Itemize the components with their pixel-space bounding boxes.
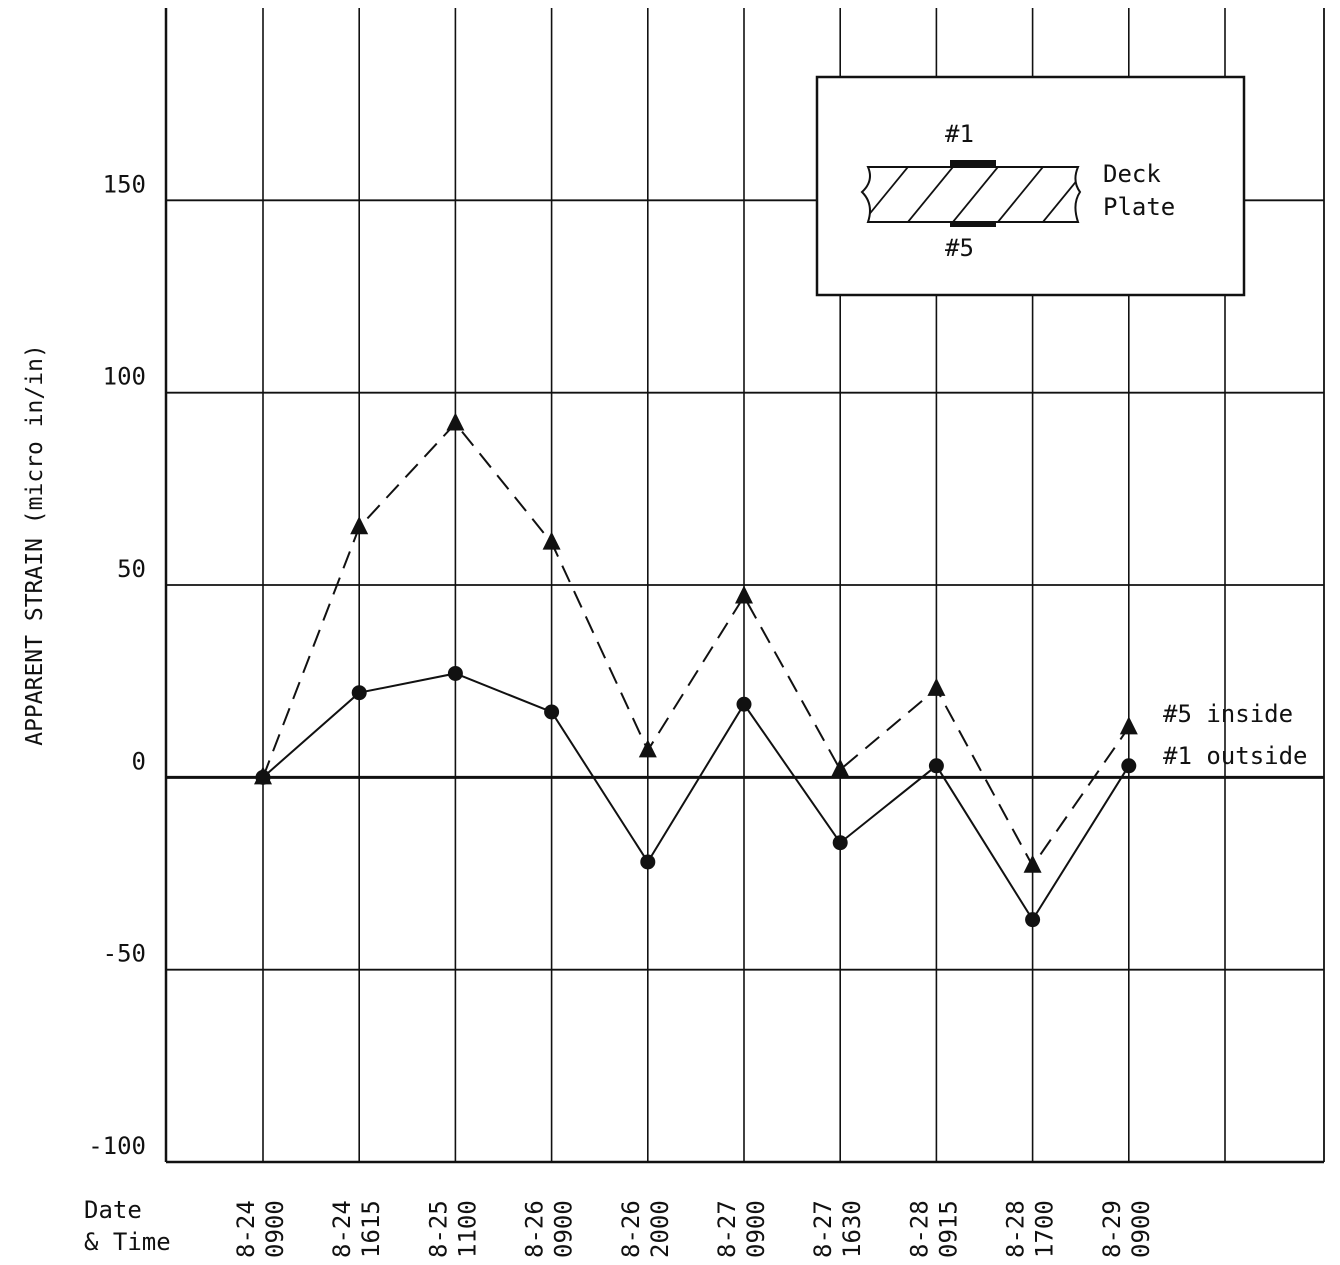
gauge-5-label: #5 — [945, 234, 974, 262]
circle-marker — [447, 665, 463, 681]
x-tick-time: 1700 — [1031, 1200, 1059, 1258]
triangle-marker — [638, 739, 657, 758]
x-tick-time: 0900 — [261, 1200, 289, 1258]
triangle-marker — [927, 677, 946, 696]
triangle-marker — [1023, 854, 1042, 873]
x-tick-label: 8-27 1630 — [809, 1200, 866, 1258]
x-tick-time: 2000 — [646, 1200, 674, 1258]
circle-marker — [544, 704, 560, 720]
x-tick-date: 8-24 — [232, 1200, 260, 1258]
legend-series-1: #1 outside — [1163, 742, 1308, 770]
x-tick-time: 0900 — [742, 1200, 770, 1258]
y-tick-label: 100 — [103, 363, 146, 391]
x-tick-label: 8-26 2000 — [617, 1200, 674, 1258]
circle-marker — [1121, 758, 1137, 774]
x-tick-label: 8-26 0900 — [521, 1200, 578, 1258]
circle-marker — [640, 854, 656, 870]
x-tick-time: 0900 — [550, 1200, 578, 1258]
circle-marker — [832, 835, 848, 851]
y-tick-labels: 150 100 50 0 -50 -100 — [88, 170, 146, 1160]
x-tick-label: 8-29 0900 — [1098, 1200, 1155, 1258]
y-tick-label: 50 — [117, 555, 146, 583]
circle-marker — [928, 758, 944, 774]
x-tick-label: 8-24 0900 — [232, 1200, 289, 1258]
triangle-marker — [446, 412, 465, 431]
plate-hatching — [862, 167, 1080, 222]
y-tick-label: -100 — [88, 1132, 146, 1160]
y-tick-label: 0 — [132, 747, 146, 775]
series-5-inside-line — [262, 421, 1130, 868]
legend-series-5: #5 inside — [1163, 700, 1293, 728]
circle-marker — [351, 685, 367, 701]
x-tick-labels: 8-24 0900 8-24 1615 8-25 1100 8-26 0900 8-26 2000… — [232, 1200, 1155, 1258]
gauge-1-mark — [950, 160, 996, 167]
plate-label: Plate — [1103, 193, 1175, 221]
triangle-marker — [542, 531, 561, 550]
x-tick-time: 1615 — [357, 1200, 385, 1258]
deck-plate-section — [860, 166, 1082, 223]
circle-marker — [736, 696, 752, 712]
x-axis-label-time: & Time — [84, 1228, 171, 1256]
x-tick-label: 8-28 0915 — [905, 1200, 962, 1258]
circle-marker — [255, 769, 271, 785]
x-tick-date: 8-24 — [328, 1200, 356, 1258]
deck-label: Deck — [1103, 160, 1161, 188]
x-tick-time: 1630 — [838, 1200, 866, 1258]
deck-plate-inset: #1 #5 Deck Plate — [815, 75, 1246, 297]
triangle-marker — [831, 758, 850, 777]
y-axis-label: APPARENT STRAIN (micro in/in) — [22, 344, 48, 746]
x-tick-date: 8-26 — [617, 1200, 645, 1258]
x-tick-date: 8-28 — [905, 1200, 933, 1258]
x-tick-date: 8-25 — [424, 1200, 452, 1258]
x-tick-date: 8-28 — [1002, 1200, 1030, 1258]
x-tick-date: 8-26 — [521, 1200, 549, 1258]
x-tick-label: 8-27 0900 — [713, 1200, 770, 1258]
gauge-5-mark — [950, 222, 996, 227]
x-axis-label-date: Date — [84, 1196, 142, 1224]
y-tick-label: 150 — [103, 170, 146, 198]
triangle-marker — [350, 516, 369, 535]
x-tick-label: 8-24 1615 — [328, 1200, 385, 1258]
gauge-1-label: #1 — [945, 120, 974, 148]
x-tick-time: 1100 — [453, 1200, 481, 1258]
x-tick-date: 8-27 — [809, 1200, 837, 1258]
data-series — [254, 412, 1138, 928]
x-tick-date: 8-29 — [1098, 1200, 1126, 1258]
x-tick-label: 8-25 1100 — [424, 1200, 481, 1258]
x-tick-time: 0915 — [934, 1200, 962, 1258]
triangle-marker — [735, 585, 753, 604]
triangle-marker — [1119, 716, 1138, 735]
x-tick-label: 8-28 1700 — [1002, 1200, 1059, 1258]
circle-marker — [1025, 912, 1041, 928]
series-1-outside-line — [262, 672, 1130, 922]
x-tick-time: 0900 — [1127, 1200, 1155, 1258]
x-tick-date: 8-27 — [713, 1200, 741, 1258]
y-tick-label: -50 — [103, 940, 146, 968]
